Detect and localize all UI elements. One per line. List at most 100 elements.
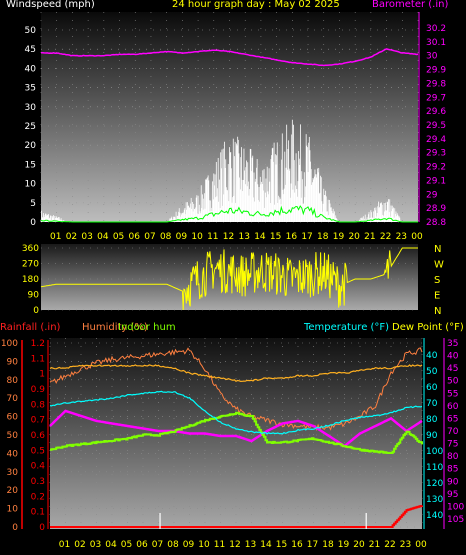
- wind-left-tick: 15: [25, 160, 36, 170]
- barometer-right-tick: 30.2: [426, 24, 446, 34]
- rainfall-tick: 0.5: [31, 446, 45, 456]
- direction-compass-label: E: [434, 291, 440, 302]
- wind-hour-label: 09: [176, 232, 188, 242]
- wind-hour-label: 11: [207, 232, 218, 242]
- lower-hour-label: 19: [338, 540, 350, 550]
- wind-left-tick: 0: [30, 218, 36, 228]
- indoor-humidity-line: [50, 411, 423, 454]
- rainfall-tick: 1.1: [31, 354, 45, 364]
- humidity-line: [49, 347, 423, 432]
- rainfall-axis-label: Rainfall (.in): [0, 322, 61, 333]
- barometer-right-tick: 29.3: [426, 149, 446, 159]
- wind-hour-label: 13: [238, 232, 249, 242]
- dew-point-tick: 70: [447, 427, 459, 437]
- lower-hour-label: 02: [74, 540, 85, 550]
- wind-left-tick: 50: [25, 26, 37, 36]
- lower-hour-label: 10: [198, 540, 210, 550]
- wind-hour-label: 06: [129, 232, 141, 242]
- wind-hour-label: 12: [223, 232, 234, 242]
- direction-compass-label: N: [434, 306, 441, 317]
- wind-hour-label: 00: [411, 232, 423, 242]
- rainfall-tick: 1: [39, 370, 45, 380]
- dew-point-tick: 100: [447, 502, 464, 512]
- wind-left-tick: 45: [25, 45, 36, 55]
- lower-hour-label: 20: [353, 540, 365, 550]
- lower-hour-label: 00: [415, 540, 427, 550]
- temperature-tick: 60: [426, 383, 438, 393]
- temperature-tick: 40: [426, 351, 438, 361]
- lower-hour-label: 12: [229, 540, 240, 550]
- temperature-tick: 140: [426, 511, 443, 521]
- temperature-axis-label: Temperature (°F): [303, 322, 389, 333]
- barometer-line: [40, 48, 419, 67]
- humidity-tick: 90: [7, 357, 19, 367]
- wind-hour-label: 22: [380, 232, 391, 242]
- barometer-right-tick: 29.2: [426, 163, 446, 173]
- wind-left-tick: 30: [25, 103, 37, 113]
- wind-hour-label: 18: [317, 232, 329, 242]
- humidity-tick: 10: [7, 505, 19, 515]
- lower-hour-label: 04: [105, 540, 117, 550]
- barometer-right-tick: 29.7: [426, 93, 446, 103]
- wind-left-tick: 5: [30, 199, 36, 209]
- barometer-right-tick: 28.8: [426, 218, 446, 228]
- dew-point-tick: 60: [447, 402, 459, 412]
- barometer-right-tick: 28.9: [426, 204, 446, 214]
- direction-panel-background: [41, 244, 418, 310]
- lower-panel-background: [50, 338, 422, 529]
- rainfall-tick: 0.8: [31, 400, 46, 410]
- dew-point-line: [49, 409, 423, 448]
- dew-point-tick: 105: [447, 515, 464, 525]
- lower-hour-label: 03: [90, 540, 101, 550]
- lower-hour-label: 23: [400, 540, 411, 550]
- rainfall-tick: 0.6: [31, 431, 46, 441]
- rainfall-tick: 1.2: [31, 339, 45, 349]
- barometer-right-tick: 29.9: [426, 66, 446, 76]
- wind-hour-label: 14: [254, 232, 266, 242]
- lower-hour-label: 01: [59, 540, 70, 550]
- direction-compass-label: S: [434, 275, 440, 286]
- lower-hour-label: 18: [322, 540, 334, 550]
- wind-hour-label: 15: [270, 232, 281, 242]
- barometer-right-tick: 29.5: [426, 121, 446, 131]
- rainfall-tick: 0: [39, 523, 45, 533]
- wind-hour-label: 05: [113, 232, 124, 242]
- temperature-tick: 100: [426, 447, 443, 457]
- dew-point-tick: 35: [447, 339, 458, 349]
- barometer-right-tick: 29: [426, 190, 438, 200]
- rainfall-line: [50, 505, 423, 528]
- wind-hour-label: 02: [66, 232, 77, 242]
- wind-hour-label: 07: [144, 232, 155, 242]
- wind-hour-label: 01: [50, 232, 61, 242]
- humidity-tick: 20: [7, 486, 19, 496]
- dew-point-tick: 40: [447, 352, 459, 362]
- direction-left-tick: 0: [33, 306, 39, 316]
- indoor-hum-label: Indoor hum: [118, 322, 176, 333]
- lower-hour-label: 15: [276, 540, 287, 550]
- direction-left-tick: 360: [22, 244, 39, 254]
- wind-left-tick: 35: [25, 84, 36, 94]
- barometer-axis-label: Barometer (.in): [372, 0, 448, 10]
- dew-point-tick: 75: [447, 440, 458, 450]
- wind-hour-label: 19: [333, 232, 345, 242]
- humidity-tick: 40: [7, 449, 19, 459]
- wind-left-tick: 40: [25, 64, 37, 74]
- lower-hour-label: 14: [260, 540, 272, 550]
- lower-hour-label: 05: [121, 540, 132, 550]
- barometer-right-tick: 29.8: [426, 79, 446, 89]
- temperature-tick: 110: [426, 463, 443, 473]
- wind-hour-label: 21: [364, 232, 375, 242]
- humidity-tick: 100: [1, 339, 18, 349]
- rainfall-tick: 0.9: [31, 385, 46, 395]
- windspeed-axis-label: Windspeed (mph): [6, 0, 95, 10]
- wind-hour-label: 04: [97, 232, 109, 242]
- dew-point-tick: 50: [447, 377, 459, 387]
- wind-hour-label: 16: [286, 232, 298, 242]
- dew-point-tick: 95: [447, 490, 458, 500]
- dew-point-tick: 55: [447, 389, 458, 399]
- humidity-axis-label: Humidity (%): [82, 322, 148, 333]
- wind-hour-label: 03: [81, 232, 92, 242]
- humidity-tick: 80: [7, 376, 19, 386]
- dew-point-tick: 80: [447, 452, 459, 462]
- lower-hour-label: 06: [136, 540, 148, 550]
